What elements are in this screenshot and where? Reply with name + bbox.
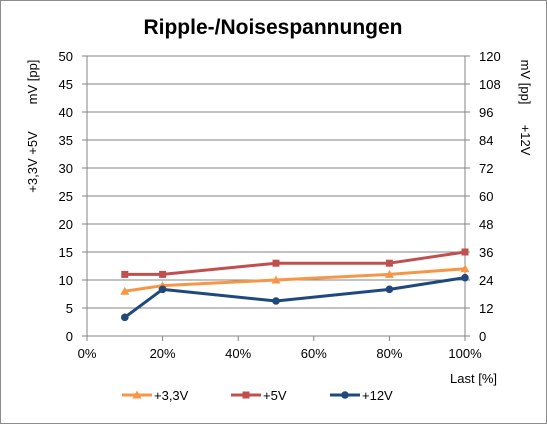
x-tick-label: 20% bbox=[150, 346, 176, 361]
y-right-tick-label: 72 bbox=[479, 161, 493, 176]
y-left-axis-series-label: +3,3V +5V bbox=[25, 131, 40, 193]
y-left-tick-label: 20 bbox=[59, 217, 73, 232]
data-point-12v bbox=[121, 313, 129, 322]
y-left-tick-label: 50 bbox=[59, 49, 73, 64]
data-point-5v bbox=[272, 259, 280, 267]
x-tick-label: 100% bbox=[448, 346, 482, 361]
data-point-5v bbox=[385, 259, 393, 267]
y-right-tick-label: 60 bbox=[479, 189, 493, 204]
data-point-33v bbox=[120, 286, 130, 295]
x-axis-title: Last [%] bbox=[450, 371, 497, 386]
axes: 0 5 10 15 20 25 30 35 40 45 50 0 12 24 36 48 60 72 84 96 108… bbox=[59, 49, 501, 361]
y-right-tick-label: 24 bbox=[479, 273, 493, 288]
data-point-33v bbox=[460, 264, 470, 273]
data-point-5v bbox=[461, 248, 469, 256]
y-right-tick-label: 36 bbox=[479, 245, 493, 260]
chart-title: Ripple-/Noisespannungen bbox=[143, 16, 402, 39]
y-left-tick-label: 0 bbox=[66, 329, 73, 344]
legend-marker bbox=[341, 391, 349, 399]
x-tick-label: 80% bbox=[376, 346, 402, 361]
legend-label: +3,3V bbox=[154, 388, 189, 403]
legend-marker bbox=[132, 390, 142, 399]
x-tick-label: 0% bbox=[78, 346, 97, 361]
legend: +3,3V +5V +12V bbox=[122, 388, 393, 403]
y-left-axis-unit-label: mV [pp] bbox=[25, 60, 40, 105]
y-right-tick-label: 48 bbox=[479, 217, 493, 232]
y-left-tick-label: 35 bbox=[59, 133, 73, 148]
data-point-12v bbox=[385, 285, 394, 294]
data-point-33v bbox=[271, 275, 281, 284]
y-right-tick-label: 0 bbox=[479, 329, 486, 344]
y-right-tick-label: 12 bbox=[479, 301, 493, 316]
y-left-tick-label: 5 bbox=[66, 301, 73, 316]
y-right-axis-series-label: +12V bbox=[518, 125, 533, 156]
y-right-axis-unit-label: mV [pp] bbox=[518, 60, 533, 105]
data-point-12v bbox=[158, 285, 167, 294]
data-point-33v bbox=[384, 269, 394, 278]
y-left-tick-label: 10 bbox=[59, 273, 73, 288]
y-right-tick-label: 96 bbox=[479, 105, 493, 120]
data-point-5v bbox=[159, 270, 167, 278]
y-right-tick-label: 108 bbox=[479, 77, 501, 92]
legend-marker bbox=[242, 391, 250, 399]
y-left-tick-label: 40 bbox=[59, 105, 73, 120]
legend-label: +5V bbox=[263, 388, 287, 403]
x-tick-label: 40% bbox=[225, 346, 251, 361]
series-12v bbox=[121, 273, 469, 322]
y-right-tick-label: 120 bbox=[479, 49, 501, 64]
y-left-tick-label: 25 bbox=[59, 189, 73, 204]
data-point-12v bbox=[272, 297, 280, 305]
data-point-5v bbox=[121, 270, 129, 278]
x-tick-label: 60% bbox=[301, 346, 327, 361]
legend-item-33v: +3,3V bbox=[122, 388, 189, 403]
y-left-tick-label: 45 bbox=[59, 77, 73, 92]
y-left-tick-label: 30 bbox=[59, 161, 73, 176]
series-5v bbox=[121, 248, 469, 278]
y-right-tick-label: 84 bbox=[479, 133, 493, 148]
legend-label: +12V bbox=[362, 388, 393, 403]
legend-item-12v: +12V bbox=[330, 388, 393, 403]
y-left-tick-label: 15 bbox=[59, 245, 73, 260]
gridlines bbox=[87, 55, 465, 309]
series-group bbox=[120, 248, 470, 322]
data-point-12v bbox=[461, 273, 469, 282]
legend-item-5v: +5V bbox=[231, 388, 287, 403]
